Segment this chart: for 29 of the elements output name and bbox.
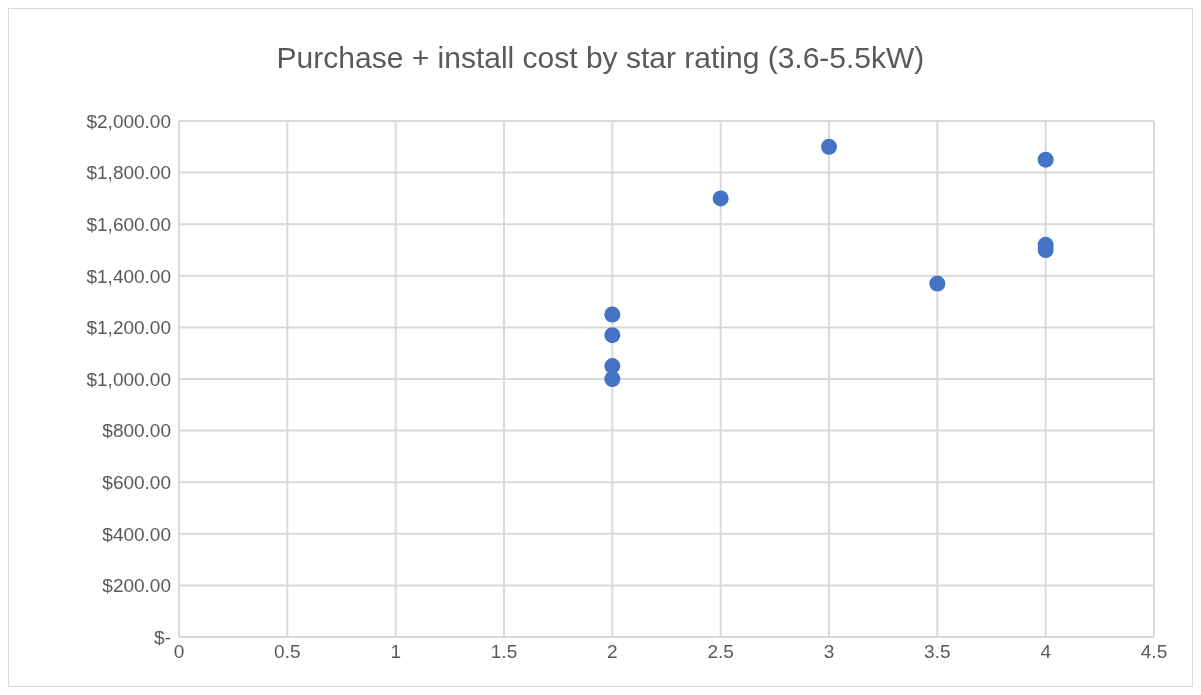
y-tick-label: $800.00	[102, 420, 171, 442]
x-tick-label: 3	[823, 641, 835, 663]
y-tick-label: $1,400.00	[86, 265, 171, 287]
x-tick-label: 4.5	[1140, 641, 1168, 663]
point	[712, 190, 729, 207]
y-tick-label: $1,600.00	[86, 213, 171, 235]
point	[929, 275, 946, 292]
y-tick-label: $1,200.00	[86, 317, 171, 339]
chart-title: Purchase + install cost by star rating (3.6-5.5kW)	[275, 40, 926, 76]
x-tick-label: 1.5	[490, 641, 518, 663]
y-tick-label: $2,000.00	[86, 110, 171, 132]
y-tick-label: $400.00	[102, 523, 171, 545]
x-tick-label: 2	[607, 641, 618, 663]
point	[604, 306, 621, 323]
y-tick-label: $-	[154, 626, 171, 648]
x-tick-label: 0.5	[274, 641, 301, 663]
x-tick-label: 1	[390, 641, 401, 663]
x-tick-label: 0	[173, 641, 185, 663]
x-tick-label: 3.5	[924, 641, 951, 663]
x-tick-label: 2.5	[707, 641, 734, 663]
y-tick-label: $600.00	[102, 471, 171, 493]
x-tick-label: 4	[1040, 641, 1052, 663]
y-tick-label: $1,800.00	[86, 162, 171, 184]
point	[1037, 151, 1054, 168]
y-tick-label: $200.00	[102, 575, 171, 597]
point	[821, 138, 837, 155]
point	[604, 371, 621, 387]
y-tick-label: $1,000.00	[86, 368, 171, 390]
point	[604, 327, 621, 344]
